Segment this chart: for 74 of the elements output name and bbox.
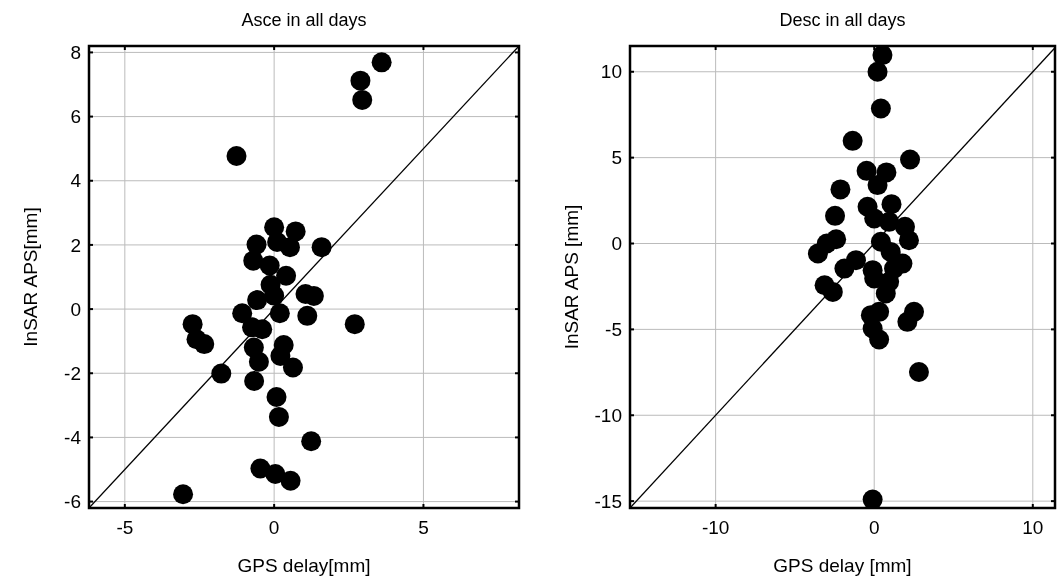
point	[301, 431, 322, 452]
point	[266, 386, 287, 407]
chart-title: Desc in all days	[779, 10, 906, 30]
point	[285, 221, 306, 242]
y-tick-label: -6	[64, 491, 81, 513]
y-axis-title: InSAR APS[mm]	[20, 207, 41, 347]
point	[881, 194, 902, 215]
y-tick-label: 8	[70, 42, 81, 64]
point	[243, 250, 264, 271]
point	[232, 303, 253, 324]
point	[276, 265, 297, 286]
y-tick-label: 10	[600, 61, 622, 83]
point	[246, 234, 267, 255]
point	[825, 205, 846, 226]
point	[226, 146, 247, 167]
x-axis-title: GPS delay [mm]	[773, 555, 912, 576]
point	[194, 334, 215, 355]
point	[875, 283, 896, 304]
x-tick-label: 0	[868, 517, 880, 538]
chart-title: Asce in all days	[241, 10, 367, 30]
y-tick-label: -2	[64, 362, 81, 384]
x-axis-title: GPS delay[mm]	[237, 555, 371, 576]
point	[900, 149, 921, 170]
point	[280, 470, 301, 491]
point	[872, 46, 893, 66]
y-axis-title: InSAR APS [mm]	[561, 204, 582, 350]
point	[352, 89, 373, 110]
point	[248, 351, 269, 372]
y-tick-label: -15	[594, 490, 622, 512]
x-tick-label: 5	[418, 517, 429, 538]
y-tick-label: 0	[611, 233, 622, 255]
point	[867, 175, 888, 196]
point	[856, 160, 877, 181]
point	[247, 290, 268, 311]
point	[898, 230, 919, 251]
y-tick-label: -4	[64, 427, 82, 449]
point	[252, 319, 273, 340]
point	[173, 484, 194, 505]
y-tick-label: 4	[70, 170, 82, 192]
point	[834, 258, 855, 279]
point	[268, 406, 289, 427]
y-tick-label: -5	[605, 319, 622, 341]
point	[350, 70, 371, 91]
x-tick-label: -10	[701, 517, 730, 538]
point	[822, 281, 843, 302]
point	[867, 61, 888, 82]
x-tick-label: -5	[116, 517, 134, 538]
x-tick-label: 10	[1022, 517, 1044, 538]
point	[897, 311, 918, 332]
point	[908, 361, 929, 382]
point	[830, 179, 851, 200]
point	[270, 345, 291, 366]
x-tick-label: 0	[268, 517, 280, 538]
point	[211, 363, 232, 384]
point	[807, 243, 828, 264]
y-tick-label: 0	[70, 298, 81, 320]
point	[279, 237, 300, 258]
point	[282, 357, 303, 378]
point	[869, 329, 890, 350]
y-tick-label: 6	[70, 106, 81, 128]
point	[311, 237, 332, 258]
point	[842, 130, 863, 151]
y-tick-label: -10	[594, 404, 622, 426]
point	[862, 489, 883, 508]
point	[269, 303, 290, 324]
point	[265, 463, 286, 484]
point	[870, 98, 891, 119]
point	[259, 255, 280, 276]
point	[297, 305, 318, 326]
y-tick-label: 5	[611, 147, 622, 169]
point	[371, 52, 392, 73]
point	[244, 370, 265, 391]
y-tick-label: 2	[70, 234, 81, 256]
point	[344, 314, 365, 335]
